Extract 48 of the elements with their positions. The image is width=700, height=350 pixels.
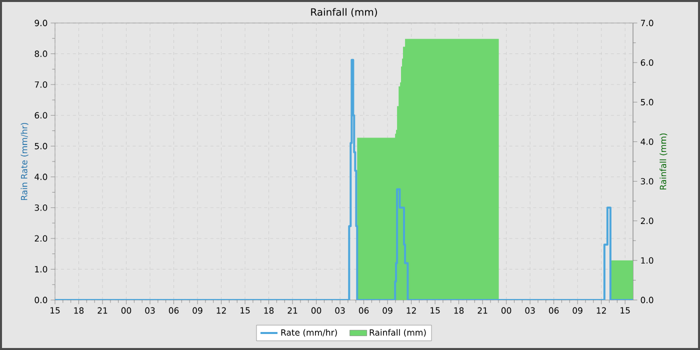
x-tick-label: 15 bbox=[620, 307, 630, 314]
y2-tick-label: 1.0 bbox=[641, 257, 654, 264]
legend-label: Rainfall (mm) bbox=[370, 329, 426, 337]
x-tick-label: 09 bbox=[572, 307, 582, 314]
x-tick-label: 06 bbox=[548, 307, 559, 314]
x-tick-label: 15 bbox=[430, 307, 440, 314]
x-tick-label: 09 bbox=[192, 307, 202, 314]
x-tick-label: 12 bbox=[596, 307, 606, 314]
y2-tick-label: 5.0 bbox=[640, 98, 654, 106]
x-tick-label: 12 bbox=[406, 307, 416, 314]
y-axis-title: Rain Rate (mm/hr) bbox=[20, 122, 28, 200]
x-tick-label: 21 bbox=[98, 307, 108, 314]
y-tick-label: 2.0 bbox=[34, 235, 48, 242]
y-tick-label: 8.0 bbox=[34, 50, 48, 57]
y-tick-label: 4.0 bbox=[34, 174, 48, 180]
x-tick-label: 03 bbox=[335, 307, 345, 314]
x-tick-label: 12 bbox=[216, 307, 226, 314]
y-tick-label: 5.0 bbox=[34, 142, 48, 150]
x-tick-label: 18 bbox=[454, 307, 464, 314]
legend-label: Rate (mm/hr) bbox=[281, 329, 337, 337]
x-tick-label: 21 bbox=[288, 307, 298, 314]
y-tick-label: 6.0 bbox=[34, 112, 48, 119]
x-tick-label: 00 bbox=[121, 307, 132, 314]
y-tick-label: 9.0 bbox=[34, 20, 48, 26]
y-tick-label: 0.0 bbox=[34, 296, 48, 304]
x-tick-label: 06 bbox=[168, 307, 179, 314]
y2-axis-title: Rainfall (mm) bbox=[660, 133, 668, 190]
x-tick-label: 18 bbox=[264, 307, 274, 314]
y2-tick-label: 4.0 bbox=[640, 138, 654, 145]
x-tick-label: 21 bbox=[478, 307, 488, 314]
y2-tick-label: 2.0 bbox=[640, 218, 654, 224]
x-tick-label: 18 bbox=[74, 307, 84, 314]
x-tick-label: 00 bbox=[311, 307, 322, 314]
x-tick-label: 15 bbox=[240, 307, 250, 314]
x-tick-label: 09 bbox=[382, 307, 392, 314]
x-tick-label: 00 bbox=[501, 307, 512, 314]
chart-title: Rainfall (mm) bbox=[311, 8, 377, 17]
y-tick-label: 7.0 bbox=[34, 81, 48, 88]
y2-tick-label: 7.0 bbox=[640, 20, 654, 26]
x-tick-label: 03 bbox=[525, 307, 535, 314]
y2-tick-label: 0.0 bbox=[640, 296, 654, 304]
x-tick-label: 06 bbox=[358, 307, 369, 314]
y-tick-label: 1.0 bbox=[35, 266, 48, 272]
y2-tick-label: 6.0 bbox=[640, 59, 654, 66]
y2-tick-label: 3.0 bbox=[640, 178, 654, 185]
y-tick-label: 3.0 bbox=[34, 204, 48, 211]
x-tick-label: 03 bbox=[145, 307, 155, 314]
x-tick-label: 15 bbox=[50, 307, 60, 314]
